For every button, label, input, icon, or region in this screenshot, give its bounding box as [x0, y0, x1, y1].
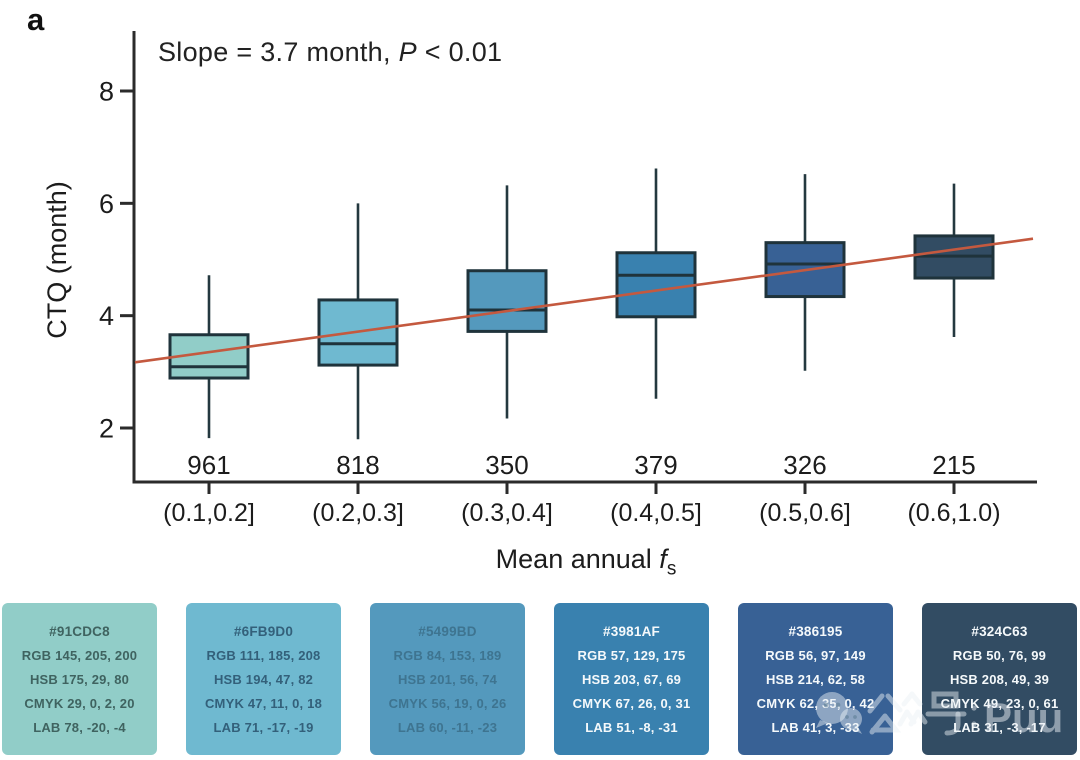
hex-label: #324C63	[971, 623, 1028, 639]
y-tick-label: 8	[99, 76, 114, 106]
hsb-label: HSB 208, 49, 39	[949, 671, 1050, 687]
bin-label: (0.5,0.6]	[759, 499, 851, 527]
cmyk-label: CMYK 67, 26, 0, 31	[572, 695, 691, 711]
x-axis-label-text: Mean annual	[495, 544, 660, 574]
hsb-label: HSB 175, 29, 80	[29, 671, 130, 687]
lab-label: LAB 78, -20, -4	[33, 719, 126, 735]
lab-label: LAB 71, -17, -19	[213, 719, 314, 735]
hex-label: #91CDC8	[49, 623, 110, 639]
count-label: 215	[932, 450, 975, 480]
hex-label: #3981AF	[603, 623, 660, 639]
rgb-label: RGB 111, 185, 208	[206, 647, 321, 663]
hex-label: #5499BD	[418, 623, 477, 639]
count-label: 379	[634, 450, 677, 480]
y-tick-label: 2	[99, 414, 114, 444]
count-label: 350	[485, 450, 528, 480]
x-axis-label-variable: f	[659, 544, 667, 574]
hsb-label: HSB 194, 47, 82	[213, 671, 314, 687]
boxplot-chart: 8 6 4 2 961 (0.1,0.2] 818 (0.2,0.3] 350 (0.3,0.4]…	[99, 31, 1037, 527]
rgb-label: RGB 50, 76, 99	[952, 647, 1047, 663]
hex-label: #6FB9D0	[233, 623, 294, 639]
cmyk-label: CMYK 49, 23, 0, 61	[940, 695, 1059, 711]
count-label: 326	[783, 450, 826, 480]
bin-label: (0.1,0.2]	[163, 499, 255, 527]
rgb-label: RGB 84, 153, 189	[393, 647, 502, 663]
cmyk-label: CMYK 62, 35, 0, 42	[756, 695, 875, 711]
x-axis-label: Mean annual fs	[135, 544, 1037, 580]
lab-label: LAB 41, 3, -33	[771, 719, 860, 735]
color-swatch-card-3981AF: #3981AF RGB 57, 129, 175 HSB 203, 67, 69 CM…	[554, 603, 709, 755]
lab-label: LAB 60, -11, -23	[397, 719, 498, 735]
cmyk-label: CMYK 56, 19, 0, 26	[388, 695, 507, 711]
annotation-suffix: < 0.01	[416, 37, 503, 67]
chart-annotation: Slope = 3.7 month, P < 0.01	[158, 37, 502, 68]
annotation-p-symbol: P	[398, 37, 417, 67]
bin-label: (0.3,0.4]	[461, 499, 553, 527]
color-swatch-card-91CDC8: #91CDC8 RGB 145, 205, 200 HSB 175, 29, 80 C…	[2, 603, 157, 755]
bin-label: (0.4,0.5]	[610, 499, 702, 527]
color-swatch-card-6FB9D0: #6FB9D0 RGB 111, 185, 208 HSB 194, 47, 82 C…	[186, 603, 341, 755]
color-swatch-card-324C63: #324C63 RGB 50, 76, 99 HSB 208, 49, 39 CMYK…	[922, 603, 1077, 755]
hsb-label: HSB 214, 62, 58	[765, 671, 866, 687]
y-axis-label: CTQ (month)	[42, 181, 72, 339]
x-axis-label-subscript: s	[666, 558, 677, 580]
rgb-label: RGB 145, 205, 200	[21, 647, 138, 663]
color-swatch-card-386195: #386195 RGB 56, 97, 149 HSB 214, 62, 58 CMY…	[738, 603, 893, 755]
hsb-label: HSB 203, 67, 69	[581, 671, 682, 687]
count-label: 961	[187, 450, 230, 480]
box-350	[466, 269, 548, 333]
count-label: 818	[336, 450, 379, 480]
annotation-prefix: Slope = 3.7 month,	[158, 37, 399, 67]
y-tick-label: 4	[99, 301, 114, 331]
hex-label: #386195	[788, 623, 843, 639]
box-379	[615, 251, 697, 319]
rgb-label: RGB 57, 129, 175	[577, 647, 686, 663]
rgb-label: RGB 56, 97, 149	[765, 647, 866, 663]
bin-label: (0.6,1.0)	[907, 499, 1000, 527]
panel-label: a	[27, 2, 45, 37]
y-tick-label: 6	[99, 189, 114, 219]
cmyk-label: CMYK 29, 0, 2, 20	[24, 695, 135, 711]
trend-line	[134, 237, 1034, 364]
bin-label: (0.2,0.3]	[312, 499, 404, 527]
hsb-label: HSB 201, 56, 74	[397, 671, 498, 687]
lab-label: LAB 31, -3, -17	[953, 719, 1046, 735]
cmyk-label: CMYK 47, 11, 0, 18	[204, 695, 323, 711]
lab-label: LAB 51, -8, -31	[585, 719, 678, 735]
color-swatch-card-5499BD: #5499BD RGB 84, 153, 189 HSB 201, 56, 74 CM…	[370, 603, 525, 755]
